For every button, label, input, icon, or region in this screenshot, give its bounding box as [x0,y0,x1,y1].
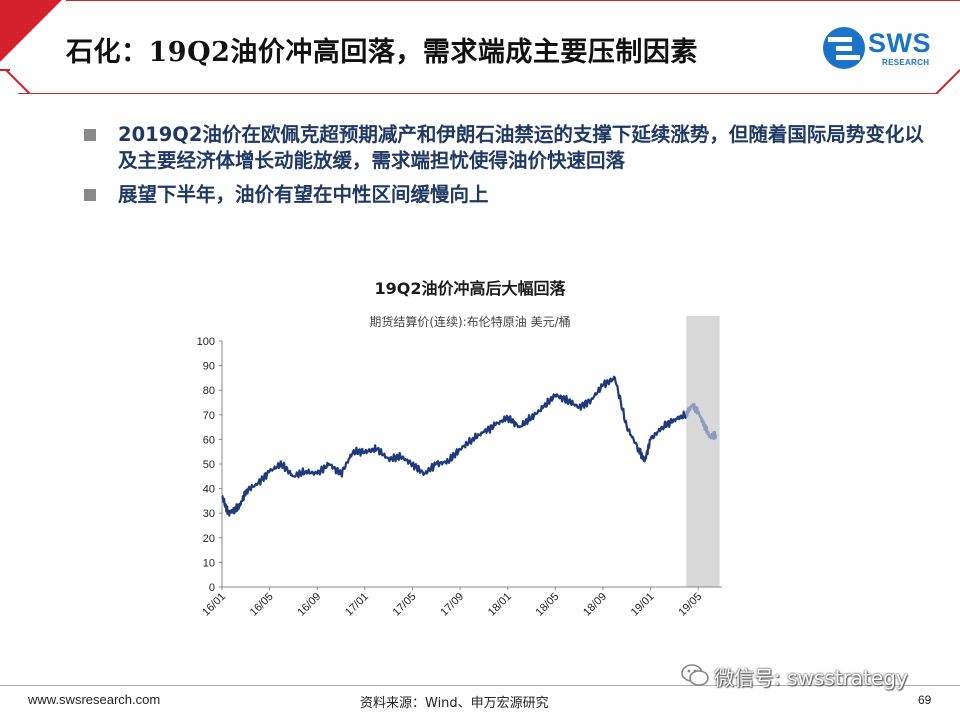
highlight-band [686,316,720,587]
y-tick-label: 10 [203,557,215,569]
bullet-text: 2019Q2油价在欧佩克超预期减产和伊朗石油禁运的支撑下延续涨势，但随着国际局势… [118,123,924,172]
chart-title: 19Q2油价冲高后大幅回落 [374,279,566,298]
y-tick-label: 100 [197,336,215,348]
header-red-outline [18,69,960,94]
y-tick-label: 90 [203,361,215,373]
x-tick-label: 16/01 [200,591,228,619]
y-tick-label: 30 [203,508,215,520]
x-tick-label: 17/05 [391,591,419,619]
y-tick-label: 0 [209,582,215,594]
footer-source: 资料来源：Wind、申万宏源研究 [360,696,549,711]
x-tick-label: 16/05 [248,591,276,619]
x-tick-label: 18/05 [534,591,562,619]
logo-text: SWS [868,28,932,58]
x-tick-label: 19/05 [676,591,704,619]
sws-logo-icon [823,27,865,69]
slide-title: 石化：19Q2油价冲高回落，需求端成主要压制因素 [66,37,698,68]
y-tick-label: 20 [203,533,215,545]
header-decoration [0,0,960,94]
chart-subtitle: 期货结算价(连续):布伦特原油 美元/桶 [369,315,571,329]
bullet-item: 2019Q2油价在欧佩克超预期减产和伊朗石油禁运的支撑下延续涨势，但随着国际局势… [80,122,930,174]
bullet-item: 展望下半年，油价有望在中性区间缓慢向上 [80,182,930,208]
bullet-list: 2019Q2油价在欧佩克超预期减产和伊朗石油禁运的支撑下延续涨势，但随着国际局势… [80,122,930,216]
x-tick-label: 19/01 [629,591,657,619]
chart-canvas: 0 10 20 30 40 50 60 70 80 90 100 16/01 16/05 16/09 17/… [197,316,722,619]
x-tick-label: 16/09 [295,591,323,619]
bullet-text: 展望下半年，油价有望在中性区间缓慢向上 [118,183,489,206]
series-line-highlight [685,402,718,441]
x-tick-label: 17/01 [343,591,371,619]
x-tick-label: 18/09 [581,591,609,619]
header-band [0,0,960,94]
bullet-square-icon [84,189,96,201]
footer-url[interactable]: www.swsresearch.com [28,692,161,707]
y-tick-label: 60 [203,434,215,446]
wechat-icon [681,664,709,686]
logo-subtext: RESEARCH [882,58,930,67]
y-tick-label: 70 [203,410,215,422]
sws-logo: SWS RESEARCH [822,24,942,72]
y-tick-label: 80 [203,385,215,397]
bullet-square-icon [84,129,96,141]
y-tick-label: 40 [203,484,215,496]
watermark-text: 微信号: swsstrategy [714,666,908,690]
y-tick-label: 50 [203,459,215,471]
chart: 0 10 20 30 40 50 60 70 80 90 100 16/01 16/05 16/09 17/… [190,260,750,630]
page-number: 69 [918,693,932,707]
series-line [221,375,688,517]
footer-divider [0,685,960,686]
x-tick-label: 18/01 [486,591,514,619]
x-tick-label: 17/09 [438,591,466,619]
